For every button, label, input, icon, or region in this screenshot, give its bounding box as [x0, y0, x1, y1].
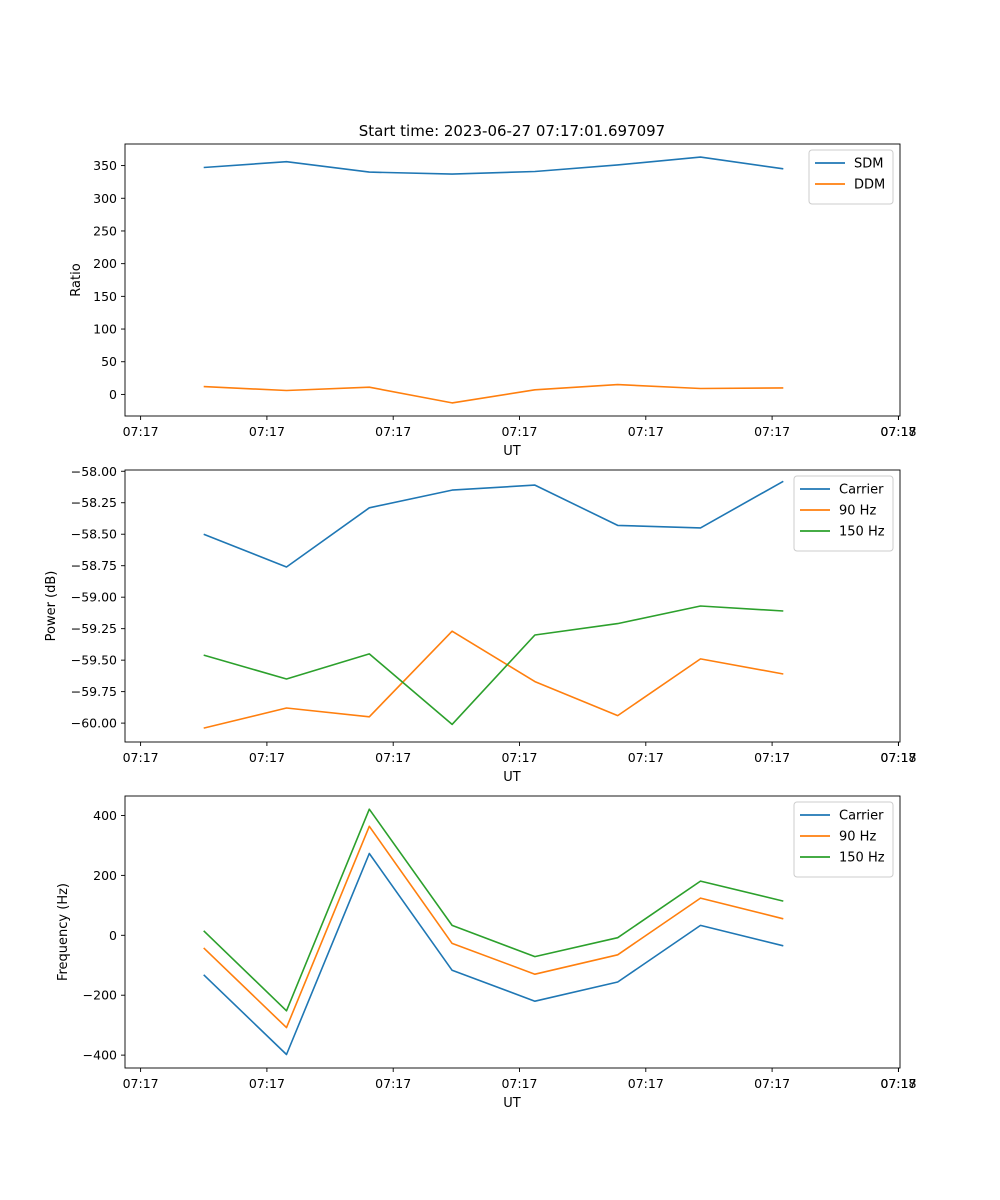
x-tick-label: 07:17: [880, 1076, 916, 1091]
x-tick-label: 07:17: [628, 1076, 664, 1091]
y-tick-label: 0: [109, 387, 117, 402]
y-tick-label: 0: [109, 928, 117, 943]
y-tick-label: 400: [93, 808, 117, 823]
y-tick-label: 100: [93, 322, 117, 337]
y-axis-label: Power (dB): [44, 571, 59, 642]
frequency-subplot: 07:17 07:17 07:17 07:17 07:17 07:17 07:1707:18…: [56, 795, 917, 1111]
ratio-subplot: 07:17 07:17 07:17 07:17 07:17 07:17 07:1707:18…: [69, 143, 917, 459]
legend-label: Carrier: [839, 483, 884, 498]
legend-label: Carrier: [839, 809, 884, 824]
y-tick-label: −58.50: [71, 527, 117, 542]
y-tick-label: 200: [93, 868, 117, 883]
x-tick-label: 07:18: [880, 750, 916, 765]
x-tick-label: 07:17: [754, 750, 790, 765]
y-tick-label: 50: [101, 354, 117, 369]
axes-frame: [124, 469, 901, 743]
series-line-90-hz: [203, 630, 784, 729]
y-tick-label: −60.00: [71, 716, 117, 731]
y-tick-label: −59.25: [71, 621, 117, 636]
y-tick-label: −58.25: [71, 495, 117, 510]
x-tick-label: 07:17: [628, 750, 664, 765]
x-tick-label: 07:17: [501, 750, 537, 765]
legend-label: SDM: [854, 157, 883, 172]
x-tick-label: 07:17: [880, 424, 916, 439]
y-tick-label: −200: [83, 988, 117, 1003]
x-tick-label: 07:17: [754, 1076, 790, 1091]
y-axis-label: Frequency (Hz): [56, 883, 71, 981]
y-tick-label: 300: [93, 191, 117, 206]
x-tick-label: 07:17: [249, 1076, 285, 1091]
legend-box: [793, 475, 894, 552]
series-line-carrier: [203, 852, 784, 1056]
x-axis-label: UT: [503, 1096, 521, 1111]
series-line-150-hz: [203, 605, 784, 726]
axes-frame: [124, 795, 901, 1069]
x-tick-label: 07:18: [880, 1076, 916, 1091]
series-line-carrier: [203, 480, 784, 568]
y-tick-label: 200: [93, 256, 117, 271]
series-line-ddm: [203, 383, 784, 404]
x-tick-label: 07:17: [249, 424, 285, 439]
legend-box: [793, 801, 894, 878]
y-tick-label: 350: [93, 158, 117, 173]
legend-label: 90 Hz: [839, 504, 876, 519]
x-tick-label: 07:17: [628, 424, 664, 439]
series-line-150-hz: [203, 808, 784, 1012]
y-tick-label: −58.75: [71, 558, 117, 573]
power-subplot: 07:17 07:17 07:17 07:17 07:17 07:17 07:1707:18…: [44, 464, 917, 785]
x-tick-label: 07:17: [375, 424, 411, 439]
x-tick-label: 07:18: [880, 424, 916, 439]
x-tick-label: 07:17: [375, 750, 411, 765]
y-tick-label: 150: [93, 289, 117, 304]
legend-label: 90 Hz: [839, 830, 876, 845]
x-tick-label: 07:17: [375, 1076, 411, 1091]
x-tick-label: 07:17: [123, 424, 159, 439]
x-axis-label: UT: [503, 770, 521, 785]
legend-label: 150 Hz: [839, 851, 885, 866]
figure-title: Start time: 2023-06-27 07:17:01.697097: [359, 122, 665, 140]
x-tick-label: 07:17: [501, 424, 537, 439]
axes-frame: [124, 143, 901, 417]
y-tick-label: −59.00: [71, 590, 117, 605]
x-axis-label: UT: [503, 444, 521, 459]
x-tick-label: 07:17: [754, 424, 790, 439]
x-tick-label: 07:17: [123, 1076, 159, 1091]
x-tick-label: 07:17: [880, 750, 916, 765]
y-tick-label: −59.75: [71, 684, 117, 699]
y-axis-label: Ratio: [69, 263, 84, 296]
y-tick-label: −59.50: [71, 653, 117, 668]
x-tick-label: 07:17: [501, 1076, 537, 1091]
series-line-sdm: [203, 156, 784, 175]
y-tick-label: −400: [83, 1048, 117, 1063]
legend-label: 150 Hz: [839, 525, 885, 540]
y-tick-label: −58.00: [71, 464, 117, 479]
y-tick-label: 250: [93, 223, 117, 238]
x-tick-label: 07:17: [123, 750, 159, 765]
series-line-90-hz: [203, 825, 784, 1029]
x-tick-label: 07:17: [249, 750, 285, 765]
legend-label: DDM: [854, 178, 885, 193]
